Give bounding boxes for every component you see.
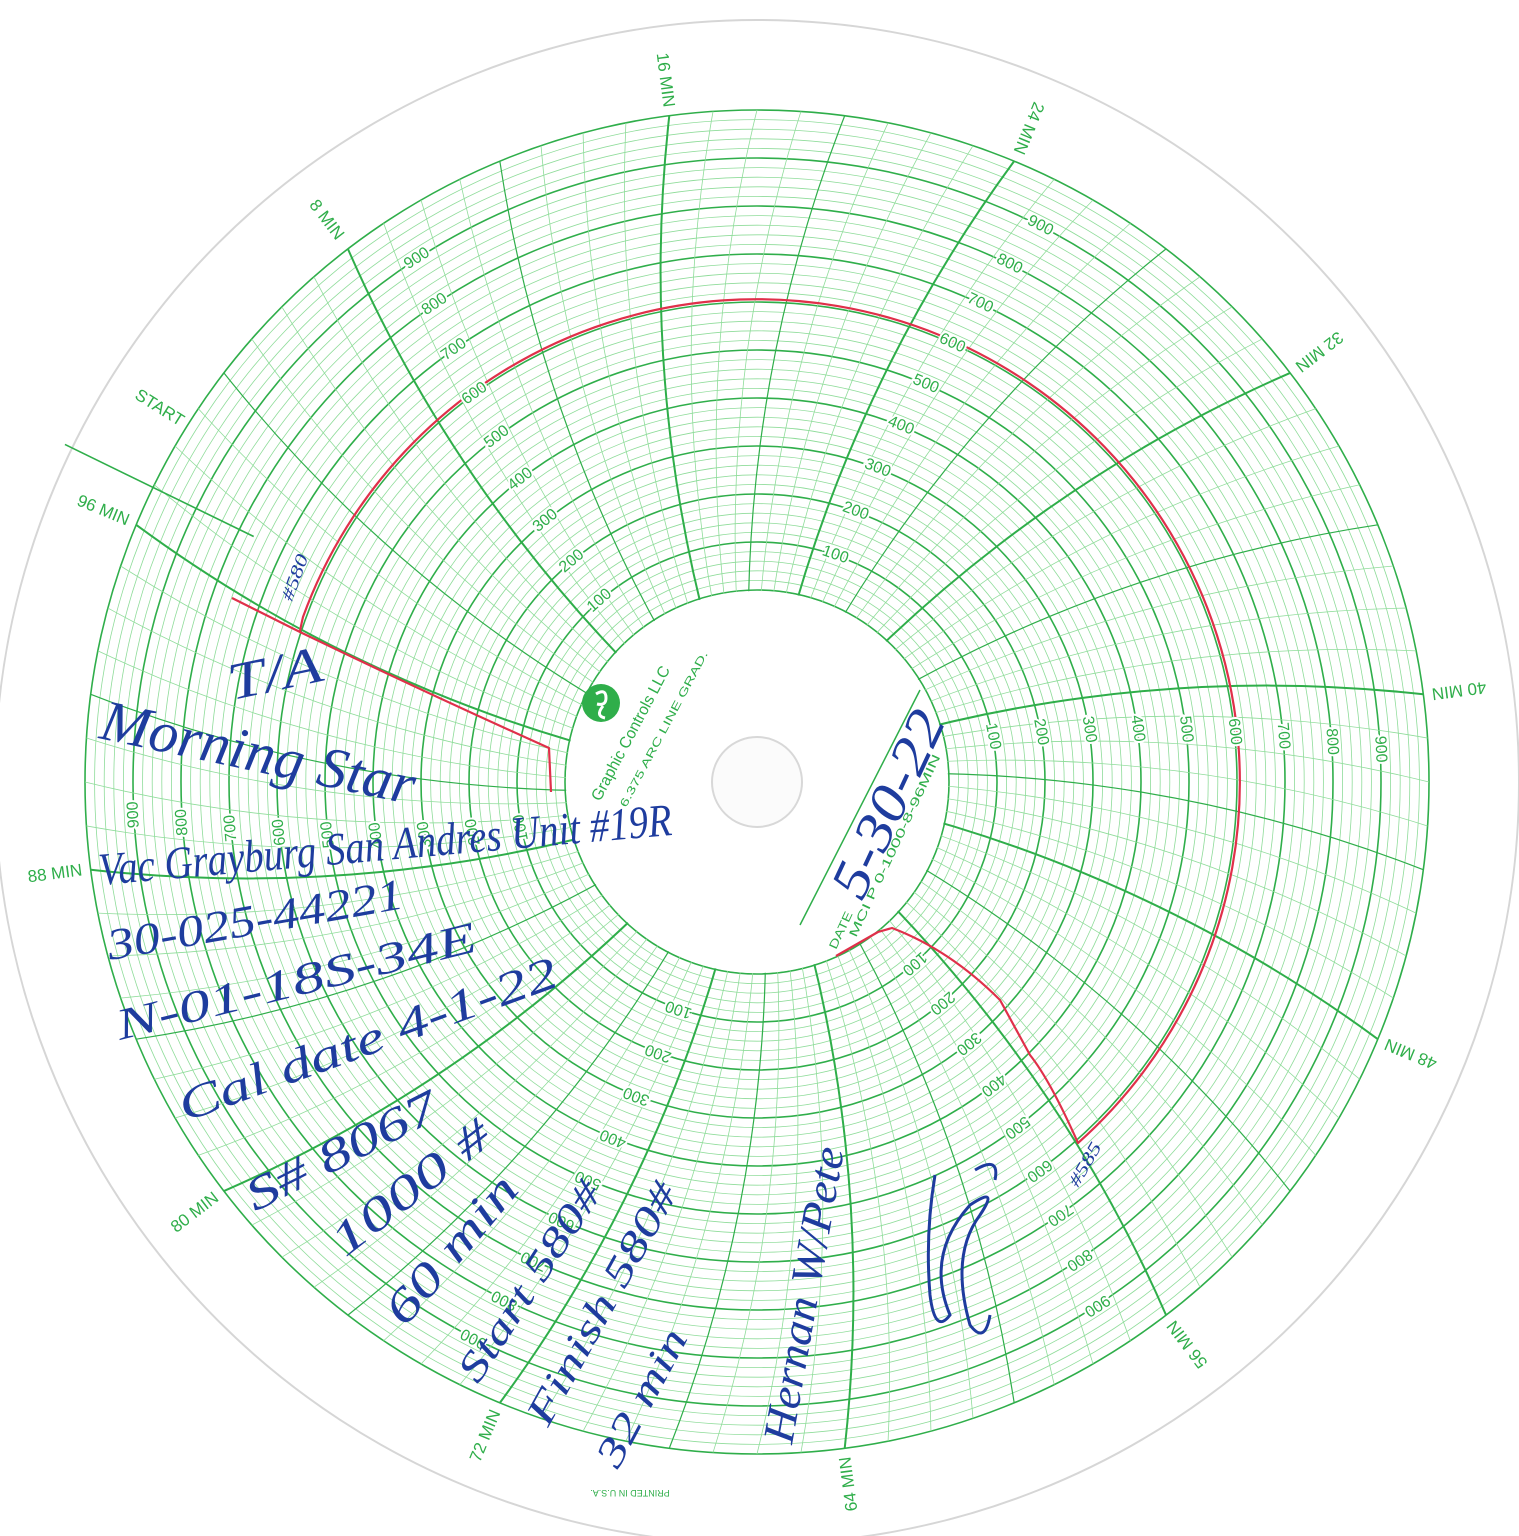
pressure-circle (506, 532, 1008, 1033)
pressure-circle (113, 138, 1401, 1426)
signature (926, 1162, 998, 1335)
date-line (799, 689, 921, 926)
pressure-circle (545, 570, 969, 994)
pressure-circle (219, 244, 1295, 1320)
pressure-circle (410, 435, 1104, 1129)
pressure-circle (497, 522, 1017, 1042)
pressure-circle (382, 407, 1132, 1157)
pressure-circle (334, 359, 1180, 1205)
pressure-circle (516, 541, 998, 1023)
pressure-circle (487, 512, 1027, 1052)
pressure-circle (439, 464, 1075, 1100)
pressure-circle (103, 128, 1411, 1436)
pressure-circle (362, 387, 1152, 1177)
pressure-circle (401, 426, 1113, 1138)
pressure-circle (276, 301, 1238, 1263)
scale-label: 300 (414, 820, 435, 849)
pressure-circle (190, 215, 1324, 1349)
imprint: PRINTED IN U.S.A. (590, 1488, 670, 1498)
pressure-circle (209, 234, 1305, 1330)
pressure-circle (420, 445, 1094, 1119)
scale-label: 900 (124, 801, 142, 829)
pressure-circle (132, 157, 1382, 1407)
pressure-circle (468, 493, 1046, 1071)
scale-label: 600 (270, 818, 290, 846)
pressure-circle (142, 167, 1372, 1397)
pressure-circle (286, 311, 1228, 1253)
scale-label: 100 (982, 722, 1004, 752)
scale-label: 600 (1225, 717, 1245, 745)
pressure-circle (161, 186, 1353, 1378)
pressure-circle (180, 205, 1334, 1359)
scale-label: 900 (1371, 735, 1389, 763)
scale-label: 800 (173, 808, 192, 836)
scale-label: 700 (1274, 722, 1293, 750)
pressure-circle (238, 263, 1276, 1301)
pressure-circle (247, 272, 1267, 1292)
pressure-trace (231, 298, 1241, 1145)
scale-label: 700 (221, 814, 240, 842)
logo-mark (595, 690, 608, 720)
pressure-circle (555, 580, 960, 985)
pressure-circle (123, 148, 1391, 1416)
pressure-circle (199, 224, 1315, 1340)
pressure-circle (228, 253, 1286, 1311)
pressure-circle (564, 589, 950, 975)
pressure-circle (343, 368, 1171, 1196)
pressure-circle (535, 560, 979, 1004)
pressure-circle (391, 416, 1123, 1148)
pressure-circle (478, 503, 1036, 1061)
pressure-circle (372, 397, 1142, 1167)
pressure-circle (324, 349, 1190, 1215)
pressure-circle (295, 320, 1219, 1244)
scale-label: 800 (1322, 728, 1341, 756)
pressure-circle (257, 282, 1257, 1282)
pressure-circle (171, 196, 1343, 1368)
center-hole (711, 736, 803, 828)
pressure-circle (305, 330, 1209, 1234)
pressure-circle (151, 176, 1363, 1388)
start-line (64, 443, 255, 538)
pressure-circle (353, 378, 1161, 1186)
pressure-circle (430, 455, 1084, 1109)
pressure-circle (266, 291, 1248, 1273)
pressure-circle (94, 119, 1420, 1445)
pressure-circle (526, 551, 988, 1013)
pressure-circle (458, 483, 1056, 1081)
pressure-circle (314, 339, 1200, 1225)
scale-label: 500 (1176, 715, 1196, 744)
